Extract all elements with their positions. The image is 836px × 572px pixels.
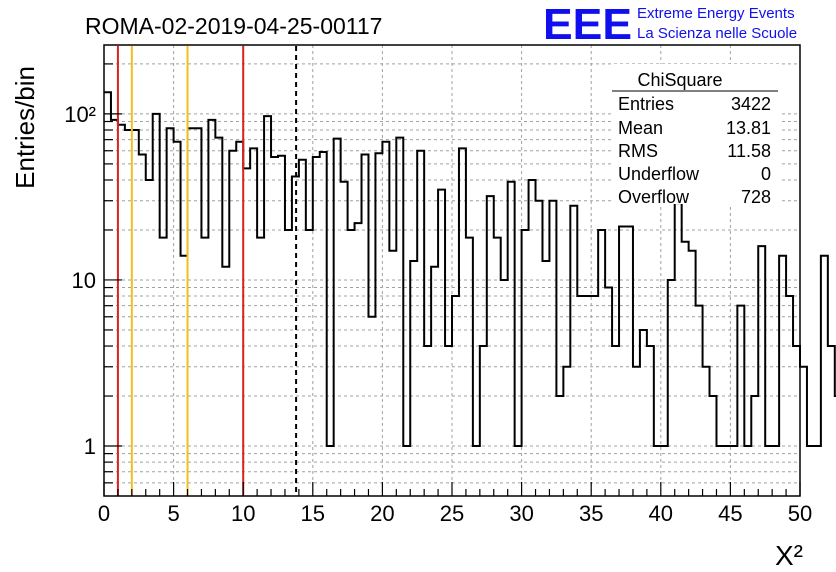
eee-logo-mark: EEE xyxy=(543,0,632,49)
y-tick-label: 1 xyxy=(84,434,96,459)
stats-title: ChiSquare xyxy=(637,70,722,90)
x-tick-label: 50 xyxy=(788,501,812,526)
x-tick-label: 25 xyxy=(440,501,464,526)
eee-logo-line1: Extreme Energy Events xyxy=(637,5,795,22)
stats-row-label: Entries xyxy=(618,94,674,114)
eee-logo-line2: La Scienza nelle Scuole xyxy=(637,25,797,42)
stats-row-label: Mean xyxy=(618,118,663,138)
x-tick-label: 40 xyxy=(649,501,673,526)
y-tick-label: 10 xyxy=(72,268,96,293)
stats-row-value: 11.58 xyxy=(727,141,771,161)
x-tick-label: 10 xyxy=(231,501,255,526)
y-axis-label: Entries/bin xyxy=(10,66,40,189)
x-axis-label: X² xyxy=(775,540,803,571)
axis-ticks: 0 5 10 15 20 25 30 35 40 45 50 1 10 10² xyxy=(64,63,812,526)
x-tick-label: 5 xyxy=(167,501,179,526)
stats-row-label: Underflow xyxy=(618,164,700,184)
x-tick-label: 30 xyxy=(509,501,533,526)
stats-box: ChiSquare Entries 3422 Mean 13.81 RMS 11… xyxy=(612,64,780,207)
stats-row-label: Overflow xyxy=(618,187,690,207)
stats-box-bg xyxy=(612,64,780,204)
stats-row-value: 0 xyxy=(761,164,771,184)
x-tick-label: 15 xyxy=(301,501,325,526)
x-tick-label: 0 xyxy=(98,501,110,526)
stats-row-value: 728 xyxy=(741,187,771,207)
chart-title: ROMA-02-2019-04-25-00117 xyxy=(85,13,382,39)
x-tick-label: 35 xyxy=(579,501,603,526)
x-tick-label: 45 xyxy=(718,501,742,526)
stats-row-value: 13.81 xyxy=(726,118,771,138)
cut-lines xyxy=(116,46,298,496)
eee-logo: EEE Extreme Energy Events La Scienza nel… xyxy=(543,0,797,49)
stats-row-label: RMS xyxy=(618,141,658,161)
y-tick-label: 10² xyxy=(64,102,96,127)
stats-row-value: 3422 xyxy=(731,94,771,114)
x-tick-label: 20 xyxy=(370,501,394,526)
